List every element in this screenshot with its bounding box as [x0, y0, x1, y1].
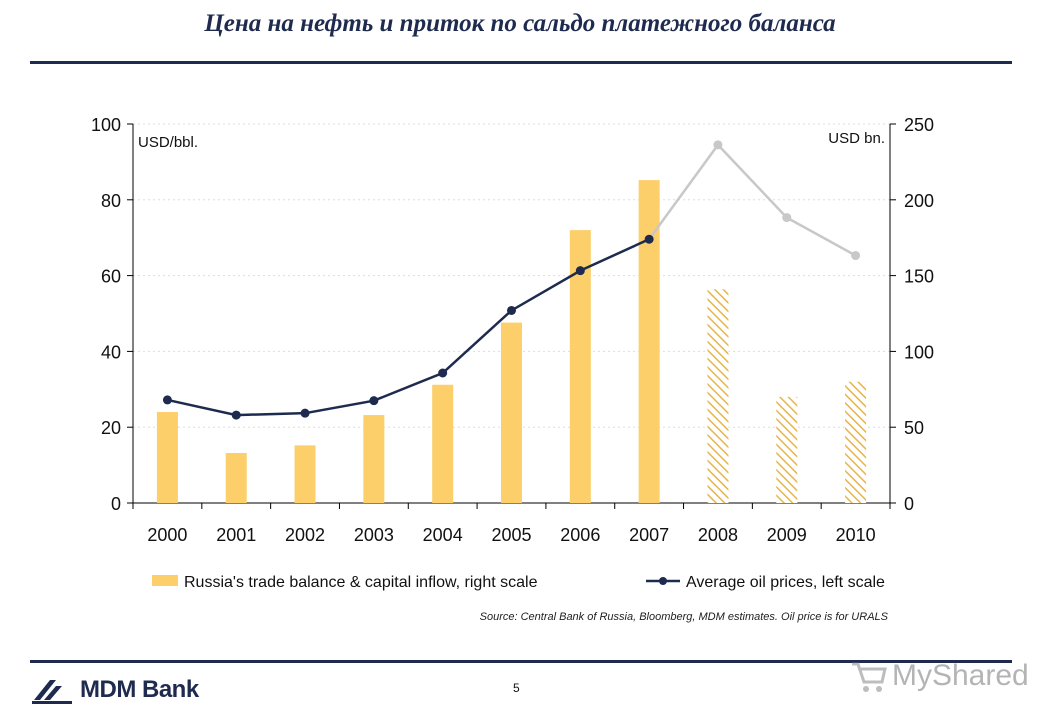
left-axis-tick-label: 60 — [101, 267, 121, 287]
x-axis-tick-label: 2008 — [698, 525, 738, 545]
right-axis-tick-label: 150 — [904, 267, 934, 287]
x-axis-tick-label: 2009 — [767, 525, 807, 545]
right-axis-tick-label: 250 — [904, 115, 934, 135]
left-axis-tick-label: 80 — [101, 191, 121, 211]
left-axis-tick-label: 20 — [101, 418, 121, 438]
source-note: Source: Central Bank of Russia, Bloomber… — [479, 611, 888, 623]
line-point — [162, 395, 172, 405]
bar — [501, 322, 522, 503]
page-title: Цена на нефть и приток по сальдо платежн… — [204, 10, 836, 37]
bar-series — [156, 180, 867, 504]
x-axis-tick-label: 2007 — [629, 525, 669, 545]
cart-icon — [852, 662, 887, 692]
x-axis-ticks: 2000 2001 2002 2003 2004 2005 2006 2007 2008 2009… — [147, 525, 875, 545]
left-axis-unit-label: USD/bbl. — [138, 134, 198, 151]
x-axis-tick-label: 2010 — [836, 525, 876, 545]
right-axis-unit-label: USD bn. — [828, 130, 885, 147]
line-point-estimate — [782, 213, 792, 223]
line-path — [167, 238, 650, 417]
bar-estimate — [845, 381, 867, 503]
line-point — [575, 266, 585, 276]
line-point-estimate — [851, 251, 861, 261]
left-axis-tick-label: 100 — [91, 115, 121, 135]
left-axis-tick-label: 0 — [111, 494, 121, 514]
legend-bar-label: Russia's trade balance & capital inflow,… — [184, 574, 538, 591]
bar — [294, 445, 316, 503]
line-point — [300, 408, 310, 418]
right-axis-tick-label: 200 — [904, 191, 934, 211]
legend-line-label: Average oil prices, left scale — [686, 574, 885, 591]
bar — [156, 412, 178, 503]
bar — [638, 180, 660, 504]
line-series — [162, 140, 861, 420]
right-axis-tick-label: 0 — [904, 494, 914, 514]
line-point-estimate — [713, 140, 723, 150]
page-number: 5 — [513, 681, 520, 695]
legend-line-marker — [659, 577, 667, 585]
bar — [363, 415, 385, 503]
x-axis-tick-label: 2006 — [560, 525, 600, 545]
top-divider — [30, 61, 1012, 64]
line-estimate-path — [648, 142, 857, 257]
x-axis-tick-label: 2004 — [423, 525, 463, 545]
right-axis-tick-label: 100 — [904, 342, 934, 362]
line-point — [231, 410, 241, 420]
bar — [225, 452, 247, 503]
bar-estimate — [707, 289, 729, 503]
bar-estimate — [776, 396, 798, 503]
right-axis-tick-label: 50 — [904, 418, 924, 438]
logo-text: MDM Bank — [80, 676, 199, 703]
grid — [133, 123, 890, 428]
legend: Russia's trade balance & capital inflow,… — [152, 574, 885, 591]
bar — [432, 384, 454, 503]
bar — [569, 230, 591, 503]
bottom-divider — [30, 660, 1012, 663]
mdm-bank-logo: MDM Bank — [30, 674, 199, 706]
line-point — [369, 396, 379, 406]
x-axis-tick-label: 2003 — [354, 525, 394, 545]
left-axis-tick-label: 40 — [101, 342, 121, 362]
x-axis-tick-label: 2002 — [285, 525, 325, 545]
watermark: MyShared — [848, 656, 1029, 696]
watermark-text: MyShared — [892, 659, 1029, 692]
line-point — [507, 305, 516, 315]
y-axis-ticks: 0 20 40 60 80 100 0 50 100 150 200 250 — [91, 115, 934, 514]
x-axis-tick-label: 2000 — [147, 525, 187, 545]
logo-mark-icon — [32, 680, 72, 704]
x-axis-tick-label: 2001 — [216, 525, 256, 545]
line-point — [438, 368, 448, 378]
x-axis-tick-label: 2005 — [491, 525, 531, 545]
line-point — [644, 234, 654, 244]
legend-bar-swatch — [152, 575, 178, 586]
